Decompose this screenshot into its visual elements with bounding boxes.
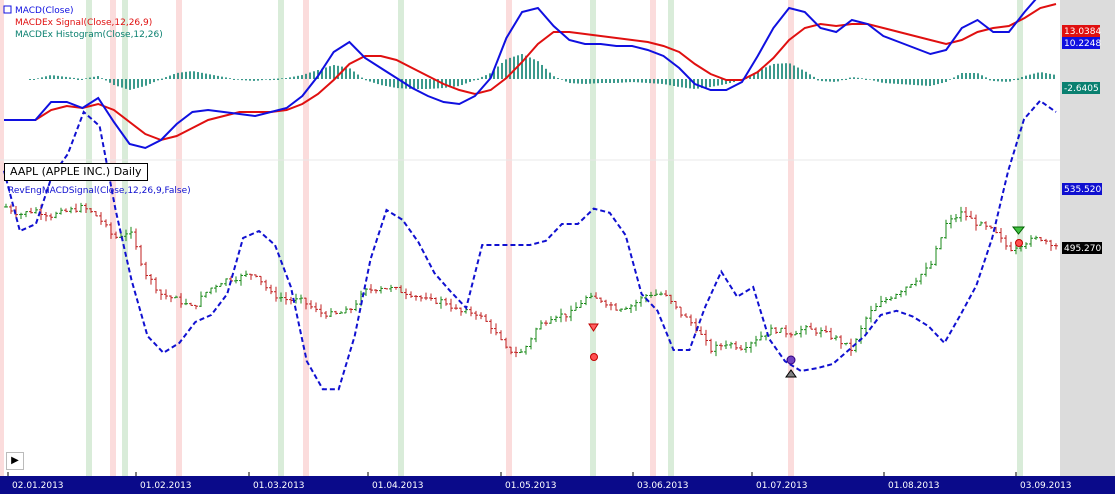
- signal-band: [86, 0, 92, 476]
- signal-band: [590, 0, 596, 476]
- exit-marker: [1011, 226, 1026, 235]
- histogram-value-badge: -2.6405: [1062, 82, 1100, 94]
- date-tick-label: 03.06.2013: [637, 481, 689, 491]
- histogram-series: [29, 54, 1055, 90]
- svg-text:495.270: 495.270: [1064, 244, 1101, 254]
- signal-band: [398, 0, 404, 476]
- price-scale-background: [1060, 0, 1115, 476]
- signal-band: [0, 0, 4, 476]
- price-value-badge: 495.270: [1062, 242, 1102, 254]
- legend-histogram: MACDEx Histogram(Close,12,26): [15, 30, 163, 40]
- legend-signal: MACDEx Signal(Close,12,26,9): [15, 18, 152, 28]
- date-tick-label: 01.08.2013: [888, 481, 940, 491]
- date-tick-label: 01.04.2013: [372, 481, 424, 491]
- signal-band: [110, 0, 116, 476]
- svg-text:13.0384: 13.0384: [1064, 27, 1101, 37]
- signal-band: [506, 0, 512, 476]
- macd-value-badge: 10.2248: [1062, 37, 1101, 49]
- date-axis-strip: [0, 476, 1115, 494]
- signal-band: [1017, 0, 1023, 476]
- scroll-to-end-button[interactable]: ▶: [6, 452, 24, 470]
- symbol-label: AAPL (APPLE INC.) Daily: [4, 163, 148, 181]
- date-tick-label: 01.02.2013: [140, 481, 192, 491]
- date-tick-label: 01.03.2013: [253, 481, 305, 491]
- signal-band: [788, 0, 794, 476]
- buy-dot: [786, 355, 796, 365]
- signal-band: [303, 0, 309, 476]
- legend-rev-eng: RevEngMACDSignal(Close,12,26,9,False): [8, 186, 191, 196]
- price-panel: [3, 99, 1058, 391]
- signal-markers: [588, 226, 1026, 378]
- date-tick-label: 03.09.2013: [1020, 481, 1072, 491]
- signal-bands: [0, 0, 1023, 476]
- legend-macd: MACD(Close): [15, 6, 74, 16]
- macd-legend: MACD(Close) MACDEx Signal(Close,12,26,9)…: [3, 5, 163, 40]
- legend-toggle-icon[interactable]: [3, 5, 12, 14]
- svg-text:-2.6405: -2.6405: [1064, 84, 1099, 94]
- signal-band: [650, 0, 656, 476]
- rev-eng-value-badge: 535.520: [1062, 183, 1102, 195]
- svg-text:535.520: 535.520: [1064, 185, 1101, 195]
- signal-line: [4, 3, 1057, 142]
- macd-panel: [4, 0, 1057, 150]
- svg-text:10.2248: 10.2248: [1064, 39, 1101, 49]
- signal-band: [122, 0, 128, 476]
- rev-eng-signal-line: [3, 99, 1057, 391]
- signal-band: [176, 0, 182, 476]
- signal-band: [668, 0, 674, 476]
- signal-band: [278, 0, 284, 476]
- date-tick-label: 01.07.2013: [756, 481, 808, 491]
- exit-dot: [1015, 239, 1023, 247]
- macd-line: [4, 0, 1037, 150]
- date-tick-label: 01.05.2013: [505, 481, 557, 491]
- sell-dot: [590, 353, 598, 361]
- date-axis-ticks: 02.01.2013 01.02.2013 01.03.2013 01.04.2013…: [7, 472, 1072, 491]
- ohlc-bars: [4, 202, 1058, 358]
- sell-marker: [588, 323, 599, 332]
- date-tick-label: 02.01.2013: [12, 481, 64, 491]
- buy-marker: [785, 369, 797, 378]
- signal-value-badge: 13.0384: [1062, 25, 1101, 37]
